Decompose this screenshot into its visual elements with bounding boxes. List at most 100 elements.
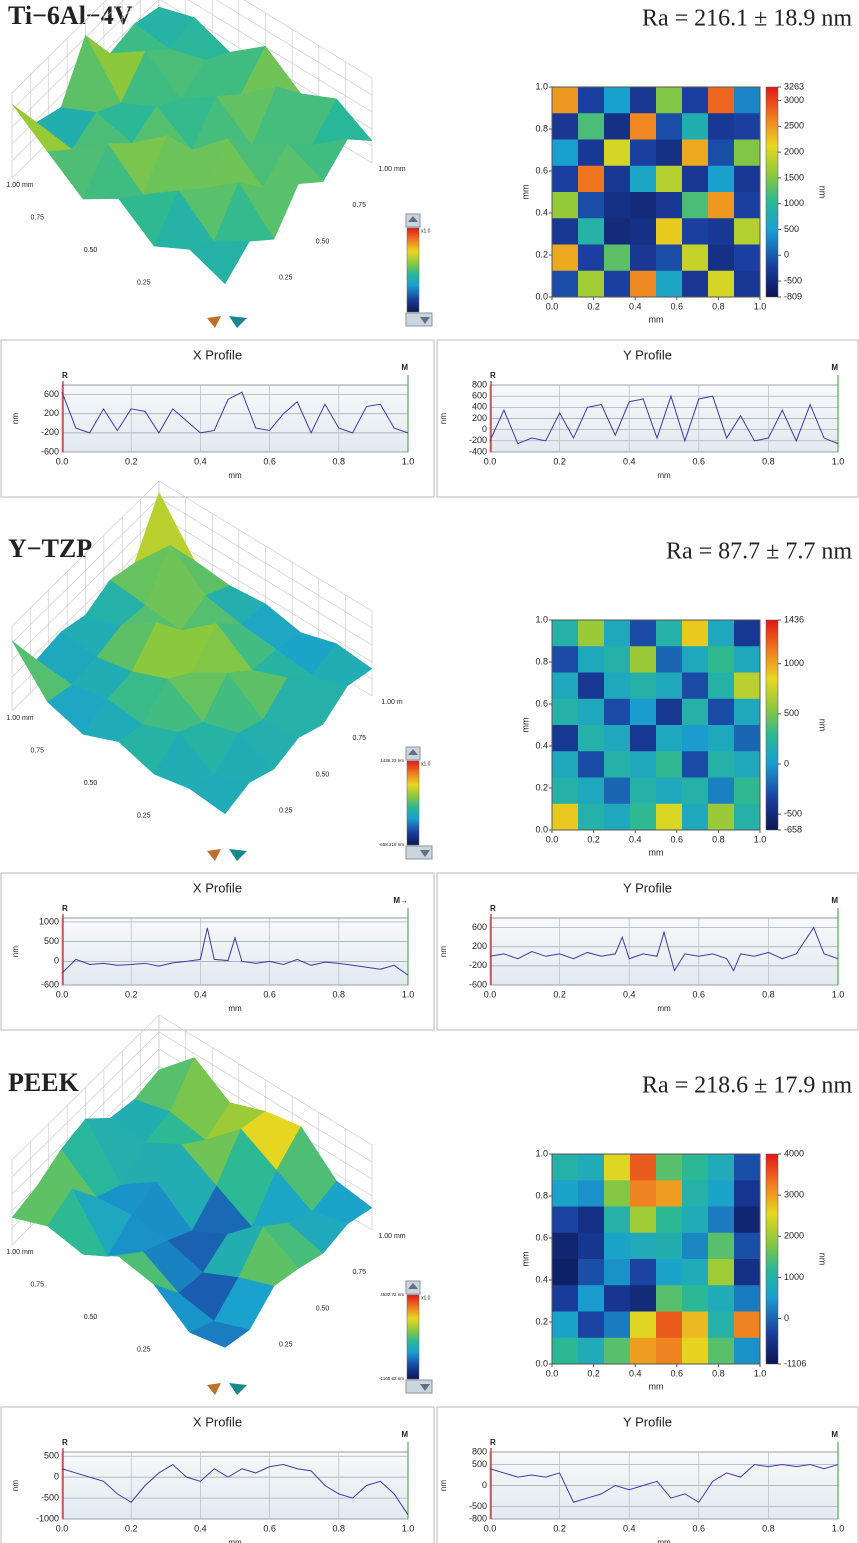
surface-tick-label: 0.75 [30, 214, 44, 221]
view-icon [207, 316, 221, 328]
roughness-annotation: Ra = 87.7 ± 7.7 nm [666, 539, 852, 565]
x-tick-label: 1.0 [754, 301, 767, 311]
surface-tick-label: 1.00 mm [6, 715, 33, 722]
heatmap-cell [604, 1206, 631, 1234]
surface-tick-label: 0.50 [316, 1305, 330, 1312]
widget-tick-label: -658.218 nm [379, 842, 405, 847]
surface-tick-label: 0.50 [316, 238, 330, 245]
x-tick-label: 0.4 [629, 1368, 642, 1378]
profile-title: X Profile [193, 347, 242, 362]
y-axis-label: nm [439, 1480, 448, 1491]
heatmap-cell [656, 1285, 683, 1312]
x-tick-label: 0.6 [693, 989, 706, 999]
heatmap-cell [630, 192, 657, 219]
profile-line [61, 391, 409, 435]
heatmap-cell [656, 139, 683, 167]
heatmap-cell [656, 1206, 683, 1234]
heatmap-cell [708, 1337, 735, 1365]
heatmap-cell [630, 270, 657, 298]
heatmap-cell [734, 87, 761, 114]
heatmap-cell [578, 646, 605, 673]
heatmap-cell [734, 1285, 761, 1312]
heatmap-cell [708, 1206, 735, 1234]
heatmap-cell [552, 672, 579, 700]
surface-tick-label: 0.75 [352, 735, 366, 742]
heatmap-cell [708, 620, 735, 647]
y-tick-label: 0 [54, 1472, 59, 1482]
heatmap-cell [734, 751, 761, 778]
heatmap-cell [656, 270, 683, 298]
x-axis-label: mm [228, 1538, 242, 1543]
colorbar-tick-label: 500 [784, 708, 799, 718]
roughness-annotation: Ra = 218.6 ± 17.9 nm [642, 1073, 852, 1099]
colorbar-tick-label: -658 [784, 824, 802, 834]
heatmap-cell [630, 803, 657, 831]
heatmap-cell [734, 620, 761, 647]
heatmap-cell [604, 672, 631, 700]
plot-area [489, 917, 839, 986]
surface-tick-label: 1.00 mm [378, 166, 405, 173]
heatmap-cell [578, 698, 605, 726]
heatmap-cell [578, 1206, 605, 1234]
profile-line [61, 927, 409, 976]
heatmap-cell [604, 646, 631, 673]
colorbar-tick-label: 2000 [784, 1231, 804, 1241]
y-tick-label: 0.4 [535, 207, 548, 217]
heatmap-cell [630, 1311, 657, 1339]
heatmap-cell [734, 218, 761, 245]
surface-tick-label: 0.75 [30, 1281, 44, 1288]
x-tick-label: 0.8 [333, 989, 346, 999]
x-tick-label: 0.4 [629, 834, 642, 844]
x-tick-label: 0.0 [484, 1523, 497, 1533]
heatmap-cell [604, 270, 631, 298]
heatmap-cell [656, 803, 683, 831]
heatmap-cell [734, 244, 761, 272]
x-tick-label: 0.2 [125, 1523, 138, 1533]
heatmap-cell [682, 803, 709, 831]
heatmap-cell [552, 1232, 579, 1260]
heatmap-cell [708, 165, 735, 193]
surface-tick-label: 0.25 [279, 808, 293, 815]
x-tick-label: 1.0 [832, 456, 845, 466]
heatmap-cell [630, 113, 657, 140]
widget-arrow [408, 216, 418, 222]
surface-tick-label: 0.50 [84, 247, 98, 254]
widget-colorbar [406, 760, 420, 846]
colorbar [765, 619, 779, 831]
colorbar-tick-label: 0 [784, 1313, 789, 1323]
heatmap-cell [708, 244, 735, 272]
heatmap-cell [682, 1154, 709, 1181]
heatmap-cell [630, 725, 657, 752]
y-tick-label: 0.0 [535, 291, 548, 301]
cursor-label-r: R [62, 1438, 68, 1447]
profile-line [489, 926, 839, 972]
heatmap-cell [552, 1180, 579, 1207]
heatmap-cell [578, 1232, 605, 1260]
x-tick-label: 0.8 [712, 1368, 725, 1378]
profile-title: X Profile [193, 1414, 242, 1429]
heatmap-cell [656, 113, 683, 140]
x-tick-label: 0.2 [125, 989, 138, 999]
heatmap-cell [578, 751, 605, 778]
heatmap-cell [708, 803, 735, 831]
heatmap-cell [578, 1311, 605, 1339]
x-tick-label: 1.0 [402, 456, 415, 466]
section-title: Ti−6Al−4V [8, 1, 133, 30]
heatmap-cell [734, 192, 761, 219]
heatmap-cell [630, 165, 657, 193]
y-tick-label: 800 [472, 379, 487, 389]
y-axis-label: mm [520, 185, 530, 200]
heatmap-cell [578, 803, 605, 831]
heatmap-cell [682, 113, 709, 140]
heatmap-cell [734, 1180, 761, 1207]
plot-area [61, 384, 409, 453]
heatmap-cell [708, 725, 735, 752]
heatmap-cell [708, 1232, 735, 1260]
y-tick-label: 0.6 [535, 165, 548, 175]
heatmap-cell [604, 113, 631, 140]
y-tick-label: 200 [472, 413, 487, 423]
heatmap-cell [604, 698, 631, 726]
section-title: Y−TZP [8, 534, 92, 563]
